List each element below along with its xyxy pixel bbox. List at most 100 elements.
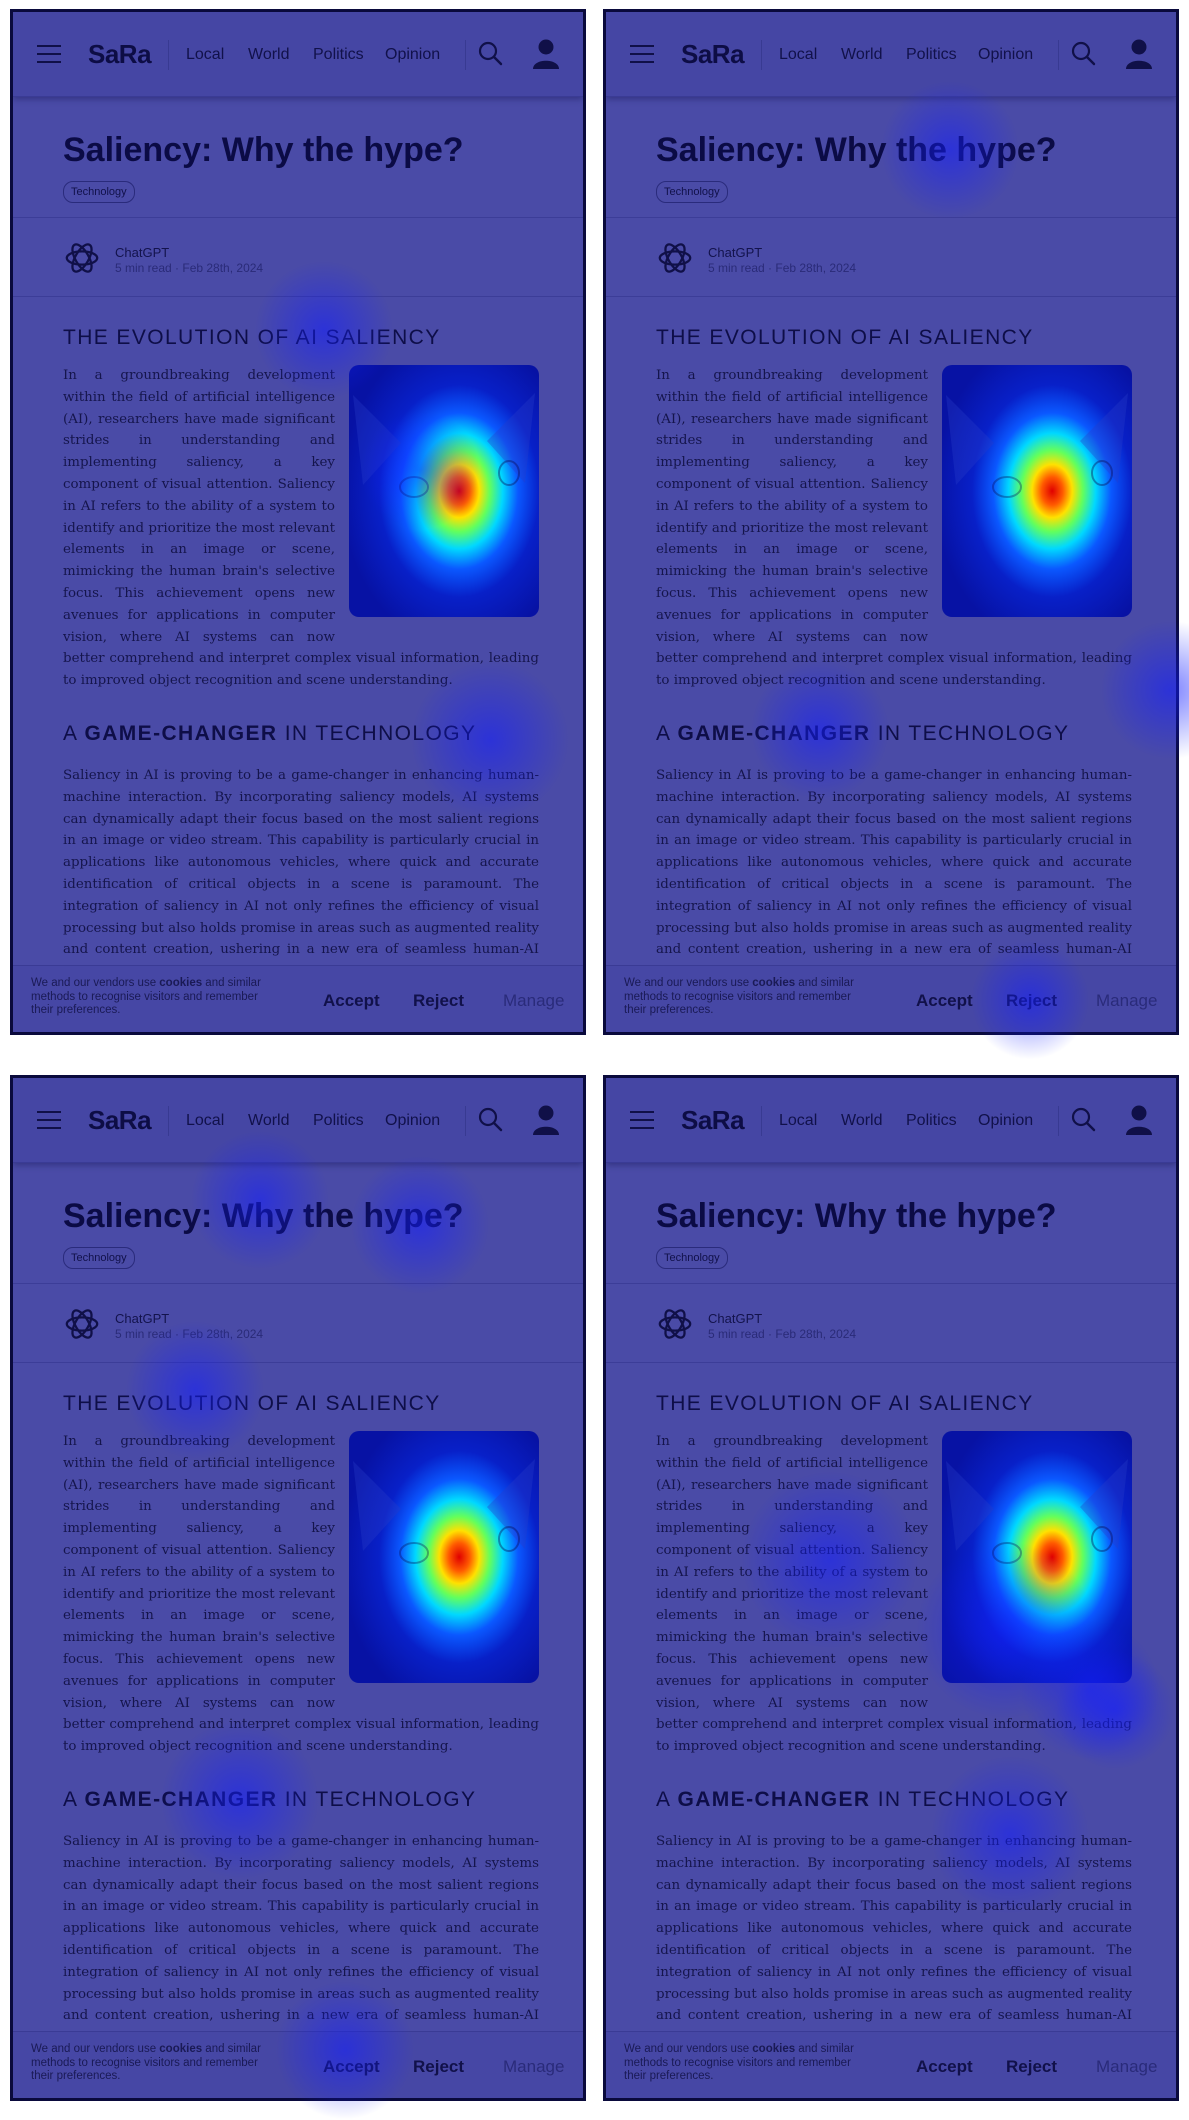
divider: [13, 1283, 583, 1284]
nav-link-local[interactable]: Local: [779, 1112, 818, 1129]
user-avatar-icon[interactable]: [1124, 1104, 1154, 1136]
search-icon[interactable]: [1070, 1106, 1096, 1132]
reject-button[interactable]: Reject: [1006, 2057, 1058, 2076]
reject-button[interactable]: Reject: [413, 2057, 465, 2076]
nav-link-local[interactable]: Local: [779, 46, 818, 63]
nav-link-politics[interactable]: Politics: [906, 46, 957, 63]
nav-link-world[interactable]: World: [841, 46, 883, 63]
nav-link-opinion[interactable]: Opinion: [978, 1112, 1034, 1129]
top-navbar: SaRa Local World Politics Opinion: [606, 1078, 1176, 1163]
cat-saliency-image: [349, 1431, 539, 1683]
nav-link-local[interactable]: Local: [186, 46, 225, 63]
divider: [606, 296, 1176, 297]
nav-link-world[interactable]: World: [248, 46, 290, 63]
section-heading-game-changer: A GAME-CHANGER IN TECHNOLOGY: [656, 1788, 1070, 1811]
cookie-banner: We and our vendors use cookies and simil…: [606, 965, 1176, 1032]
author-name[interactable]: ChatGPT: [115, 245, 170, 260]
nav-link-opinion[interactable]: Opinion: [385, 46, 441, 63]
nav-link-politics[interactable]: Politics: [313, 46, 364, 63]
reject-button[interactable]: Reject: [1006, 991, 1058, 1010]
site-logo[interactable]: SaRa: [88, 39, 152, 69]
nav-divider: [761, 1106, 762, 1136]
accept-button[interactable]: Accept: [323, 991, 380, 1010]
chatgpt-logo-icon: [658, 243, 692, 273]
site-logo[interactable]: SaRa: [681, 1105, 745, 1135]
user-avatar-icon[interactable]: [531, 1104, 561, 1136]
manage-button[interactable]: Manage: [1096, 991, 1158, 1010]
divider: [606, 1362, 1176, 1363]
saliency-panel: SaRa Local World Politics Opinion Salien…: [603, 9, 1179, 1035]
article-meta: 5 min read · Feb 28th, 2024: [708, 1327, 857, 1341]
nav-link-opinion[interactable]: Opinion: [978, 46, 1034, 63]
nav-link-world[interactable]: World: [841, 1112, 883, 1129]
section-heading-game-changer: A GAME-CHANGER IN TECHNOLOGY: [656, 722, 1070, 745]
cat-saliency-image: [942, 365, 1132, 617]
saliency-panel: SaRa Local World Politics Opinion Salien…: [10, 9, 586, 1035]
article-title: Saliency: Why the hype?: [63, 131, 464, 169]
cookie-banner: We and our vendors use cookies and simil…: [13, 2031, 583, 2098]
user-avatar-icon[interactable]: [531, 38, 561, 70]
manage-button[interactable]: Manage: [503, 991, 565, 1010]
section-heading-evolution: THE EVOLUTION OF AI SALIENCY: [656, 1392, 1034, 1415]
nav-divider: [465, 1106, 466, 1136]
nav-divider: [168, 1106, 169, 1136]
saliency-panel: SaRa Local World Politics Opinion Salien…: [603, 1075, 1179, 2101]
nav-link-world[interactable]: World: [248, 1112, 290, 1129]
nav-link-local[interactable]: Local: [186, 1112, 225, 1129]
nav-divider: [1058, 1106, 1059, 1136]
top-navbar: SaRa Local World Politics Opinion: [13, 12, 583, 97]
section-text: In a groundbreaking development within t…: [63, 1434, 539, 1755]
nav-link-politics[interactable]: Politics: [906, 1112, 957, 1129]
article-meta: 5 min read · Feb 28th, 2024: [115, 261, 264, 275]
menu-icon[interactable]: [37, 45, 61, 63]
nav-divider: [168, 40, 169, 70]
site-logo[interactable]: SaRa: [88, 1105, 152, 1135]
divider: [13, 217, 583, 218]
article-title: Saliency: Why the hype?: [63, 1197, 464, 1235]
search-icon[interactable]: [477, 1106, 503, 1132]
accept-button[interactable]: Accept: [323, 2057, 380, 2076]
nav-link-opinion[interactable]: Opinion: [385, 1112, 441, 1129]
section-heading-game-changer: A GAME-CHANGER IN TECHNOLOGY: [63, 1788, 477, 1811]
cookie-message: We and our vendors use cookies and simil…: [31, 2043, 261, 2082]
cookie-message: We and our vendors use cookies and simil…: [31, 977, 261, 1016]
menu-icon[interactable]: [37, 1111, 61, 1129]
article-title: Saliency: Why the hype?: [656, 131, 1057, 169]
accept-button[interactable]: Accept: [916, 991, 973, 1010]
section-paragraph: Saliency in AI is proving to be a game-c…: [656, 768, 1132, 975]
chatgpt-logo-icon: [658, 1309, 692, 1339]
section-paragraph: Saliency in AI is proving to be a game-c…: [63, 768, 539, 975]
category-tag[interactable]: Technology: [656, 181, 728, 203]
cookie-banner: We and our vendors use cookies and simil…: [13, 965, 583, 1032]
nav-link-politics[interactable]: Politics: [313, 1112, 364, 1129]
section-heading-evolution: THE EVOLUTION OF AI SALIENCY: [656, 326, 1034, 349]
divider: [13, 1362, 583, 1363]
reject-button[interactable]: Reject: [413, 991, 465, 1010]
manage-button[interactable]: Manage: [1096, 2057, 1158, 2076]
nav-divider: [1058, 40, 1059, 70]
category-tag[interactable]: Technology: [656, 1247, 728, 1269]
author-name[interactable]: ChatGPT: [708, 245, 763, 260]
saliency-panel: SaRa Local World Politics Opinion Salien…: [10, 1075, 586, 2101]
accept-button[interactable]: Accept: [916, 2057, 973, 2076]
chatgpt-logo-icon: [65, 243, 99, 273]
menu-icon[interactable]: [630, 1111, 654, 1129]
site-logo[interactable]: SaRa: [681, 39, 745, 69]
divider: [606, 217, 1176, 218]
menu-icon[interactable]: [630, 45, 654, 63]
author-name[interactable]: ChatGPT: [115, 1311, 170, 1326]
article-title: Saliency: Why the hype?: [656, 1197, 1057, 1235]
section-paragraph: In a groundbreaking development within t…: [63, 365, 539, 692]
section-paragraph: Saliency in AI is proving to be a game-c…: [63, 1834, 539, 2041]
search-icon[interactable]: [1070, 40, 1096, 66]
cat-saliency-image: [942, 1431, 1132, 1683]
divider: [13, 296, 583, 297]
category-tag[interactable]: Technology: [63, 1247, 135, 1269]
manage-button[interactable]: Manage: [503, 2057, 565, 2076]
author-name[interactable]: ChatGPT: [708, 1311, 763, 1326]
user-avatar-icon[interactable]: [1124, 38, 1154, 70]
section-heading-game-changer: A GAME-CHANGER IN TECHNOLOGY: [63, 722, 477, 745]
search-icon[interactable]: [477, 40, 503, 66]
cookie-message: We and our vendors use cookies and simil…: [624, 977, 854, 1016]
category-tag[interactable]: Technology: [63, 181, 135, 203]
